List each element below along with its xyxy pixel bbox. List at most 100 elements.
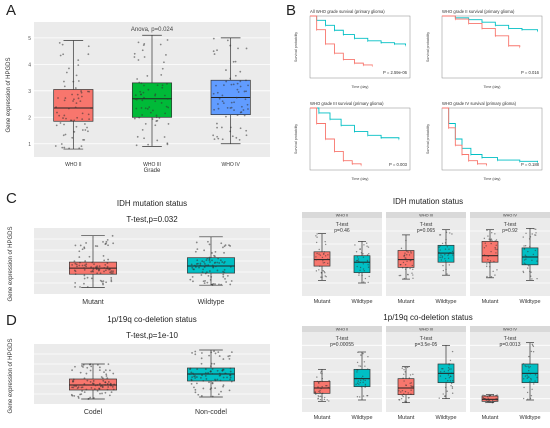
chart-a-box-1-point bbox=[167, 123, 170, 125]
chart-b-3-xlabel: Time (day) bbox=[483, 177, 500, 181]
chart-c-facets-facet-1-box-0-point bbox=[404, 268, 407, 270]
chart-c-facets-facet-2-box-1-point bbox=[525, 255, 527, 258]
chart-d-box-1-point bbox=[217, 351, 220, 354]
chart-a-box-1-point bbox=[144, 107, 147, 110]
chart-d-box-0-point bbox=[112, 388, 115, 391]
chart-c-box-1-point bbox=[191, 275, 194, 278]
chart-d-box-1-point bbox=[213, 362, 216, 365]
chart-c-facets-facet-2-strip-label: WHO IV bbox=[503, 214, 517, 218]
chart-c-box-0-point bbox=[79, 244, 82, 247]
chart-a-box-0-point bbox=[64, 133, 67, 136]
chart-c-facets-facet-2-box-0-point bbox=[485, 265, 488, 268]
chart-c-facets-facet-2-box-0-point bbox=[490, 242, 492, 245]
chart-c-box-1-point bbox=[206, 281, 209, 284]
chart-d-facets-facet-2-box-0-point bbox=[484, 401, 487, 404]
chart-a-xlabel: Grade bbox=[144, 168, 161, 174]
chart-d-facets-facet-0-box-0-point bbox=[328, 400, 330, 402]
chart-a-box-0-point bbox=[77, 59, 80, 62]
chart-c-facets-facet-0-box-0-point bbox=[316, 236, 318, 238]
chart-c-box-1-point bbox=[214, 250, 217, 253]
chart-d-box-1-point bbox=[222, 368, 225, 371]
chart-a-box-0 bbox=[53, 89, 94, 122]
chart-a-box-0-point bbox=[84, 129, 87, 131]
chart-c-box-1-point bbox=[223, 245, 226, 248]
chart-a-box-0-point bbox=[62, 117, 64, 119]
chart-c-box-0-point bbox=[106, 265, 109, 268]
chart-c-facets-facet-0-box-1-point bbox=[362, 253, 364, 255]
chart-a-box-0-point bbox=[69, 119, 72, 122]
chart-d-box-1-point bbox=[195, 382, 198, 385]
chart-c-facets-facet-1-xtick-1: Wildtype bbox=[435, 299, 456, 305]
chart-d-facets-facet-1-box-1-point bbox=[447, 370, 450, 372]
chart-d-facets-facet-2-box-1-point bbox=[530, 350, 533, 353]
chart-c-facets-facet-2-box-1-point bbox=[527, 267, 529, 269]
chart-d-box-0-point bbox=[106, 377, 109, 380]
chart-a-box-2-point bbox=[229, 107, 232, 109]
chart-a-box-2-point bbox=[232, 83, 235, 86]
chart-d-box-0-point bbox=[81, 365, 83, 367]
chart-c-box-1-point bbox=[203, 262, 206, 265]
chart-c-box-1-point bbox=[222, 275, 225, 278]
chart-c-box-0-point bbox=[95, 268, 98, 270]
chart-d-facets-facet-2-box-1-point bbox=[533, 383, 535, 385]
chart-c-box-1-point bbox=[208, 270, 211, 272]
chart-d-box-0-point bbox=[87, 397, 90, 400]
chart-d-box-1-point bbox=[190, 382, 193, 385]
chart-d-box-1-point bbox=[216, 378, 219, 381]
chart-a-box-1-point bbox=[134, 94, 137, 97]
chart-d-box-0-point bbox=[77, 397, 80, 399]
chart-d-facets-facet-0-box-1-point bbox=[360, 386, 363, 388]
chart-d-facets-facet-2-strip bbox=[470, 326, 550, 332]
chart-c-box-0-point bbox=[107, 258, 110, 261]
chart-d-facets-facet-0-box-1-point bbox=[366, 394, 369, 397]
chart-d-facets-facet-2-box-0-point bbox=[493, 400, 495, 403]
chart-a-ytick-3: 4 bbox=[28, 62, 31, 68]
chart-c-ylabel: Gene expression of HPGDS bbox=[8, 226, 14, 301]
chart-c-facets-title: IDH mutation status bbox=[393, 197, 463, 206]
chart-d-facets-facet-1-box-1-point bbox=[450, 372, 453, 374]
chart-c-box-0-point bbox=[83, 282, 85, 285]
chart-d-facets-facet-2-box-0-point bbox=[484, 395, 486, 397]
chart-c-box-1-point bbox=[214, 265, 217, 268]
chart-d-facets-facet-0-box-1-point bbox=[362, 379, 365, 381]
chart-d-facets-facet-0-box-1-point bbox=[367, 368, 369, 370]
chart-c-facets-facet-1-box-1-point bbox=[452, 254, 454, 256]
chart-c-facets-facet-0-box-0-point bbox=[316, 233, 318, 235]
chart-c-facets-facet-2-box-0-point bbox=[486, 275, 488, 278]
chart-d-box-1-point bbox=[202, 379, 205, 382]
chart-d-box-1-point bbox=[217, 393, 220, 396]
chart-d-facets-facet-2-box-0-point bbox=[496, 399, 498, 401]
chart-d-facets-facet-2-box-0-point bbox=[496, 394, 498, 396]
chart-d-box-1-point bbox=[213, 350, 215, 353]
chart-d-facets-facet-2-box-0-point bbox=[486, 395, 489, 398]
chart-c-facets-facet-2-box-0-point bbox=[496, 248, 498, 251]
chart-c-box-1-point bbox=[201, 271, 204, 274]
chart-d-box-1-point bbox=[214, 378, 216, 381]
chart-c-facets-facet-1-box-1-point bbox=[439, 245, 441, 247]
chart-a-box-1-point bbox=[147, 88, 150, 91]
chart-c-facets-facet-2-box-0-point bbox=[487, 255, 490, 257]
chart-a-box-2-point bbox=[216, 122, 218, 125]
chart-d-facets-facet-0-box-0-point bbox=[319, 372, 322, 374]
chart-d-facets-facet-1-box-1-point bbox=[447, 380, 449, 382]
chart-c-facets-facet-2-box-1-point bbox=[523, 259, 526, 261]
chart-d-box-1-point bbox=[209, 365, 212, 368]
chart-d-facets-facet-1-box-0-point bbox=[410, 393, 412, 395]
chart-a-box-0-point bbox=[71, 136, 74, 139]
chart-c-facets-facet-0-box-1-point bbox=[362, 268, 365, 270]
chart-a-box-1-point bbox=[166, 97, 169, 100]
chart-a-ytick-2: 3 bbox=[28, 89, 31, 95]
chart-a-box-0-point bbox=[75, 125, 78, 128]
chart-c-box-1-point bbox=[218, 283, 220, 286]
chart-a-box-0-point bbox=[77, 64, 80, 67]
chart-d-facets-facet-0-box-1-point bbox=[364, 379, 366, 382]
chart-c-box-0-point bbox=[99, 279, 102, 282]
chart-c-box-1-point bbox=[226, 274, 229, 277]
chart-c-facets-facet-2-box-1-point bbox=[531, 233, 533, 235]
chart-c-box-1-point bbox=[219, 259, 222, 262]
chart-a-box-2-point bbox=[229, 77, 232, 80]
chart-d-box-1-point bbox=[194, 391, 197, 394]
chart-c-facets-facet-0-box-1-point bbox=[360, 252, 363, 254]
chart-a-box-0-point bbox=[59, 122, 62, 124]
chart-a-box-2-point bbox=[212, 37, 215, 40]
